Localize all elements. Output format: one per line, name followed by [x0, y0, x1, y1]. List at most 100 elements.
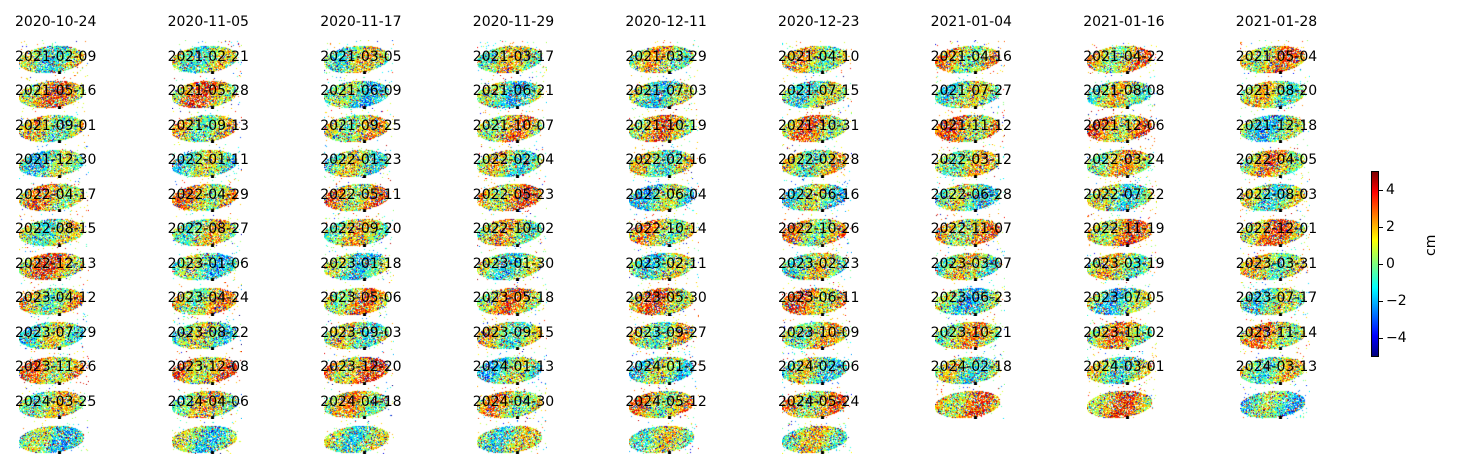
panel-date-label: 2021-05-16 — [15, 83, 97, 99]
displacement-map-2024-04-30 — [476, 419, 547, 454]
panel-date-label: 2022-01-11 — [167, 152, 249, 168]
displacement-map-2021-08-20 — [1239, 109, 1310, 143]
displacement-map-2022-12-13 — [19, 281, 89, 316]
displacement-map-2024-01-13 — [476, 385, 547, 419]
panel-date-label: 2021-09-01 — [15, 117, 97, 134]
panel-date-label: 2024-02-18 — [930, 359, 1012, 375]
panel-date-label: 2023-08-22 — [167, 324, 249, 341]
displacement-map-2023-04-12 — [19, 316, 89, 350]
displacement-map-2021-04-22 — [1087, 74, 1158, 109]
displacement-map-2023-07-29 — [19, 350, 89, 385]
panel-date-label: 2023-11-14 — [1235, 324, 1318, 341]
displacement-map-2022-05-23 — [476, 212, 547, 247]
displacement-map-2022-08-15 — [19, 247, 89, 281]
displacement-map-2021-08-08 — [1087, 109, 1158, 143]
displacement-map-2024-05-12 — [629, 419, 700, 454]
displacement-map-2024-04-06 — [171, 419, 242, 454]
panel-date-label: 2021-12-06 — [1083, 117, 1165, 134]
displacement-map-2023-11-02 — [1087, 350, 1158, 385]
panel-date-label: 2020-11-17 — [320, 14, 402, 30]
displacement-map-2021-12-18 — [1239, 143, 1310, 178]
panel-date-label: 2021-08-08 — [1083, 83, 1165, 99]
displacement-map-2024-03-01 — [1087, 385, 1158, 419]
panel-date-label: 2021-10-31 — [778, 117, 860, 134]
displacement-map-2021-03-29 — [629, 74, 700, 109]
panel-date-label: 2023-11-26 — [15, 359, 97, 375]
displacement-map-2023-07-17 — [1239, 316, 1310, 350]
displacement-map-2023-09-15 — [476, 350, 547, 385]
displacement-map-2024-05-24 — [782, 419, 852, 454]
panel-date-label: 2022-12-01 — [1235, 221, 1318, 237]
panel-date-label: 2024-03-13 — [1235, 359, 1318, 375]
displacement-map-2021-02-21 — [171, 74, 242, 109]
displacement-map-2021-04-10 — [782, 74, 852, 109]
colorbar-tick — [1379, 338, 1383, 339]
displacement-map-2023-02-11 — [629, 281, 700, 316]
panel-date-label: 2021-05-04 — [1235, 48, 1318, 65]
panel-date-label: 2024-01-13 — [472, 359, 555, 375]
displacement-map-2024-04-18 — [324, 419, 395, 454]
displacement-map-2021-12-06 — [1087, 143, 1158, 178]
panel-date-label: 2020-12-23 — [778, 14, 860, 30]
panel-date-label: 2020-11-05 — [167, 14, 249, 30]
displacement-map-2021-01-16 — [1087, 40, 1158, 74]
panel-date-label: 2022-10-26 — [778, 221, 860, 237]
panel-date-label: 2022-06-28 — [930, 186, 1012, 203]
displacement-map-2023-09-27 — [629, 350, 700, 385]
colorbar — [1371, 171, 1379, 357]
panel-date-label: 2023-10-21 — [930, 324, 1012, 341]
panel-date-label: 2023-12-08 — [167, 359, 249, 375]
panel-date-label: 2021-01-16 — [1083, 14, 1165, 30]
panel-date-label: 2024-05-24 — [778, 393, 860, 410]
panel-date-label: 2021-08-20 — [1235, 83, 1318, 99]
displacement-map-2020-11-17 — [324, 40, 395, 74]
displacement-map-2023-02-23 — [782, 281, 852, 316]
displacement-map-2023-03-19 — [1087, 281, 1158, 316]
panel-date-label: 2022-08-15 — [15, 221, 97, 237]
panel-date-label: 2024-04-06 — [167, 393, 249, 410]
panel-date-label: 2022-03-24 — [1083, 152, 1165, 168]
displacement-map-2022-06-28 — [934, 212, 1005, 247]
panel-date-label: 2021-12-18 — [1235, 117, 1318, 134]
panel-date-label: 2020-12-11 — [625, 14, 707, 30]
displacement-map-2022-01-23 — [324, 178, 395, 212]
panel-date-label: 2023-04-24 — [167, 290, 249, 306]
panel-date-label: 2023-01-18 — [320, 255, 402, 272]
displacement-map-2021-07-15 — [782, 109, 852, 143]
displacement-map-2021-10-31 — [782, 143, 852, 178]
displacement-map-2022-10-26 — [782, 247, 852, 281]
panel-date-label: 2020-11-29 — [472, 14, 555, 30]
colorbar-tick — [1379, 227, 1383, 228]
panel-date-label: 2022-04-29 — [167, 186, 249, 203]
panel-date-label: 2021-12-30 — [15, 152, 97, 168]
displacement-map-2024-02-06 — [782, 385, 852, 419]
panel-date-label: 2021-10-07 — [472, 117, 555, 134]
displacement-map-2023-03-07 — [934, 281, 1005, 316]
panel-date-label: 2024-04-30 — [472, 393, 555, 410]
displacement-map-2022-04-17 — [19, 212, 89, 247]
panel-date-label: 2021-02-21 — [167, 48, 249, 65]
panel-date-label: 2023-03-07 — [930, 255, 1012, 272]
panel-date-label: 2022-05-11 — [320, 186, 402, 203]
panel-date-label: 2022-01-23 — [320, 152, 402, 168]
panel-date-label: 2023-07-05 — [1083, 290, 1165, 306]
panel-date-label: 2022-04-17 — [15, 186, 97, 203]
displacement-map-2021-09-25 — [324, 143, 395, 178]
panel-date-label: 2022-11-07 — [930, 221, 1012, 237]
panel-date-label: 2021-07-27 — [930, 83, 1012, 99]
panel-date-label: 2021-11-12 — [930, 117, 1012, 134]
displacement-map-2021-03-17 — [476, 74, 547, 109]
panel-date-label: 2024-03-01 — [1083, 359, 1165, 375]
displacement-map-2023-08-22 — [171, 350, 242, 385]
panel-date-label: 2022-07-22 — [1083, 186, 1165, 203]
panel-date-label: 2023-06-11 — [778, 290, 860, 306]
displacement-map-2021-09-01 — [19, 143, 89, 178]
displacement-map-2021-11-12 — [934, 143, 1005, 178]
panel-date-label: 2022-05-23 — [472, 186, 555, 203]
panel-date-label: 2022-10-02 — [472, 221, 555, 237]
panel-date-label: 2024-05-12 — [625, 393, 707, 410]
panel-date-label: 2024-04-18 — [320, 393, 402, 410]
displacement-map-2024-02-18 — [934, 385, 1005, 419]
displacement-map-2023-09-03 — [324, 350, 395, 385]
displacement-map-2021-07-03 — [629, 109, 700, 143]
